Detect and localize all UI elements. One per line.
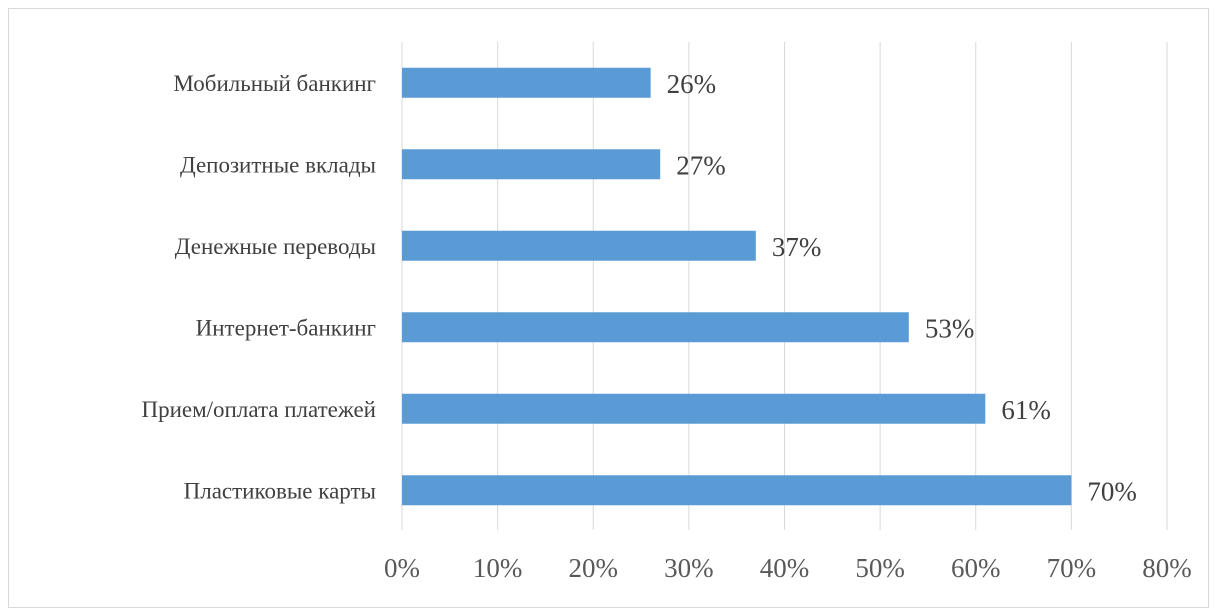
- category-label: Прием/оплата платежей: [141, 397, 376, 422]
- labels: 0% 10% 20% 30% 40% 50% 60% 70% 80% Мобильный банк…: [141, 69, 1191, 583]
- data-label: 37%: [772, 232, 822, 262]
- category-label: Депозитные вклады: [180, 152, 376, 177]
- gridlines: [401, 42, 1168, 530]
- x-tick-label: 60%: [951, 553, 1001, 583]
- x-tick-label: 70%: [1047, 553, 1097, 583]
- bar-1: [402, 149, 661, 180]
- data-label: 53%: [925, 313, 975, 343]
- data-label: 27%: [676, 150, 726, 180]
- bar-chart: 0% 10% 20% 30% 40% 50% 60% 70% 80% Мобильный банк…: [141, 42, 1192, 583]
- bar-2: [402, 230, 756, 261]
- data-label: 26%: [667, 69, 717, 99]
- bars: [402, 67, 1072, 506]
- category-label: Интернет-банкинг: [196, 315, 376, 340]
- x-tick-label: 0%: [384, 553, 420, 583]
- bar-0: [402, 67, 651, 98]
- x-tick-label: 20%: [569, 553, 619, 583]
- category-label: Мобильный банкинг: [173, 71, 376, 96]
- category-label: Пластиковые карты: [184, 478, 376, 503]
- x-tick-label: 80%: [1142, 553, 1192, 583]
- x-tick-label: 40%: [760, 553, 810, 583]
- data-label: 61%: [1001, 395, 1051, 425]
- category-label: Денежные переводы: [175, 234, 376, 259]
- x-tick-label: 30%: [664, 553, 714, 583]
- bar-4: [402, 393, 986, 424]
- x-tick-label: 50%: [855, 553, 905, 583]
- chart-frame: [8, 8, 1209, 608]
- bar-3: [402, 312, 909, 343]
- bar-5: [402, 475, 1072, 506]
- data-label: 70%: [1087, 476, 1137, 506]
- x-tick-label: 10%: [473, 553, 523, 583]
